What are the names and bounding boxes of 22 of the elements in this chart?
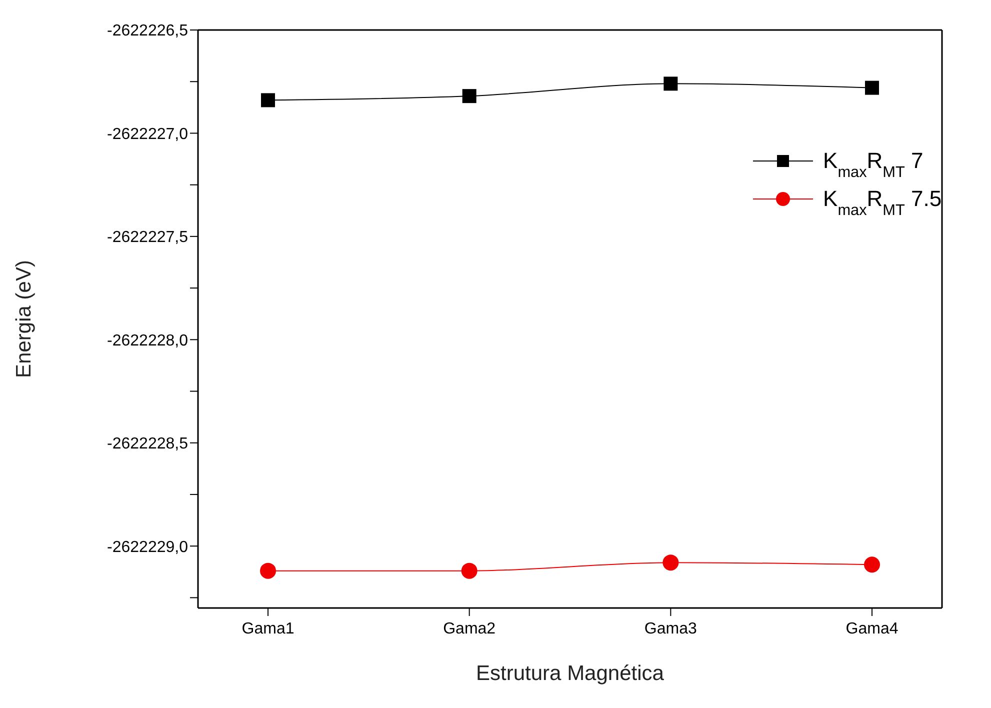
legend-label: K$_{max}$R$_{MT}$ 7.5 xyxy=(823,186,942,218)
y-tick-label: -2622227,5 xyxy=(107,229,188,246)
x-tick-label: Gama2 xyxy=(443,620,496,638)
point xyxy=(664,76,678,91)
point xyxy=(461,562,478,579)
point xyxy=(865,80,879,95)
y-tick-label: -2622229,0 xyxy=(107,538,188,556)
y-tick-label: -2622227,0 xyxy=(107,126,188,143)
legend-label: K$_{max}$R$_{MT}$ 7 xyxy=(823,148,924,180)
point xyxy=(662,554,679,571)
y-tick-label: -2622228,0 xyxy=(107,332,188,350)
point xyxy=(864,556,880,573)
x-axis-title: Estrutura Magnética xyxy=(476,662,664,685)
point xyxy=(260,562,276,579)
y-tick-label: -2622228,5 xyxy=(107,436,188,453)
y-tick-label: -2622226,5 xyxy=(107,22,188,40)
point xyxy=(261,93,275,108)
x-tick-label: Gama1 xyxy=(242,620,294,638)
x-tick-label: Gama3 xyxy=(644,620,698,638)
point xyxy=(462,89,476,104)
x-tick-label: Gama4 xyxy=(846,620,898,638)
y-axis-title: Energia (eV) xyxy=(12,260,36,378)
